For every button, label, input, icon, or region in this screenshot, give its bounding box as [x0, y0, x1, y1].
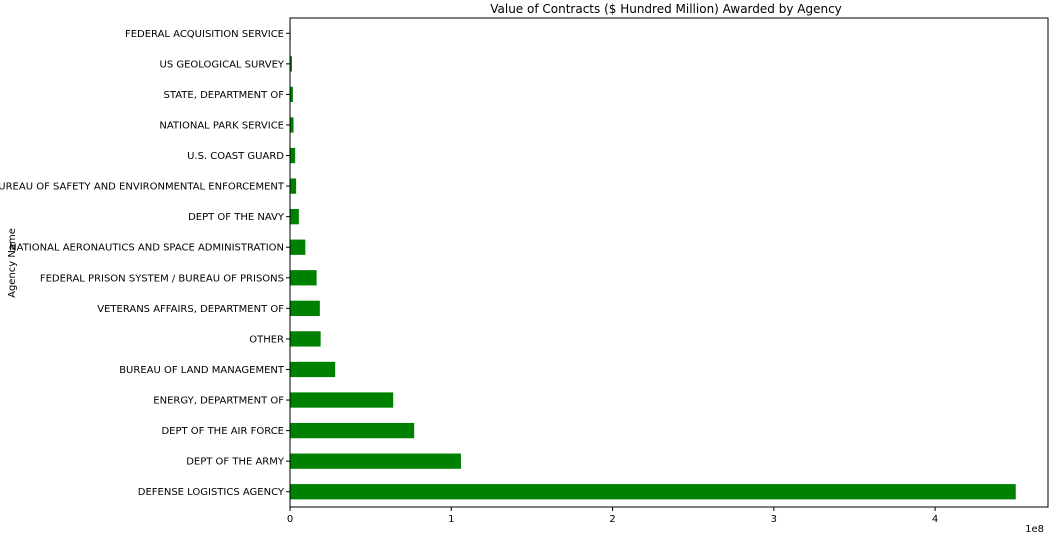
y-tick-label: DEPT OF THE ARMY	[186, 457, 285, 468]
plot-area-frame	[289, 17, 1049, 508]
x-tick-label: 3	[771, 514, 777, 525]
bar	[290, 239, 306, 255]
bar	[290, 331, 321, 347]
y-tick-label: FEDERAL ACQUISITION SERVICE	[125, 29, 284, 40]
bar	[290, 209, 299, 225]
y-tick-label: VETERANS AFFAIRS, DEPARTMENT OF	[97, 304, 284, 315]
bar	[290, 422, 415, 439]
bar	[290, 484, 1016, 500]
y-tick-label: BUREAU OF SAFETY AND ENVIRONMENTAL ENFOR…	[0, 182, 285, 193]
y-tick-label: NATIONAL PARK SERVICE	[159, 120, 284, 131]
bar	[290, 86, 293, 103]
x-tick-label: 2	[609, 514, 615, 525]
bar	[290, 270, 317, 286]
y-tick-label: U.S. COAST GUARD	[187, 151, 284, 162]
chart-title: Value of Contracts ($ Hundred Million) A…	[490, 2, 842, 16]
x-axis-offset-label: 1e8	[1025, 524, 1044, 535]
x-tick-label: 1	[448, 514, 454, 525]
y-tick-label: STATE, DEPARTMENT OF	[164, 90, 285, 101]
x-ticks-group: 0 1 2 3 4	[287, 507, 938, 525]
x-tick-label: 0	[287, 514, 293, 525]
bar	[290, 300, 320, 316]
y-tick-label: NATIONAL AERONAUTICS AND SPACE ADMINISTR…	[9, 243, 284, 254]
bar	[290, 117, 294, 133]
x-tick-label: 4	[932, 514, 938, 525]
y-tick-label: BUREAU OF LAND MANAGEMENT	[119, 365, 285, 376]
y-tick-label: DEPT OF THE AIR FORCE	[161, 426, 284, 437]
bars-group	[290, 25, 1016, 500]
y-tick-label: FEDERAL PRISON SYSTEM / BUREAU OF PRISON…	[40, 273, 284, 284]
bar	[290, 56, 292, 72]
y-tick-label: US GEOLOGICAL SURVEY	[160, 59, 285, 70]
bar	[290, 453, 461, 469]
bar	[290, 147, 296, 164]
y-tick-label: DEFENSE LOGISTICS AGENCY	[138, 487, 285, 498]
bar	[290, 392, 394, 408]
bar	[290, 178, 297, 194]
y-tick-label: ENERGY, DEPARTMENT OF	[153, 396, 284, 407]
y-tick-label: DEPT OF THE NAVY	[188, 212, 285, 223]
y-tick-label: OTHER	[249, 334, 284, 345]
bar	[290, 361, 336, 378]
y-axis-label: Agency Name	[7, 228, 18, 298]
y-ticks-group: DEFENSE LOGISTICS AGENCY DEPT OF THE ARMY…	[0, 29, 290, 498]
